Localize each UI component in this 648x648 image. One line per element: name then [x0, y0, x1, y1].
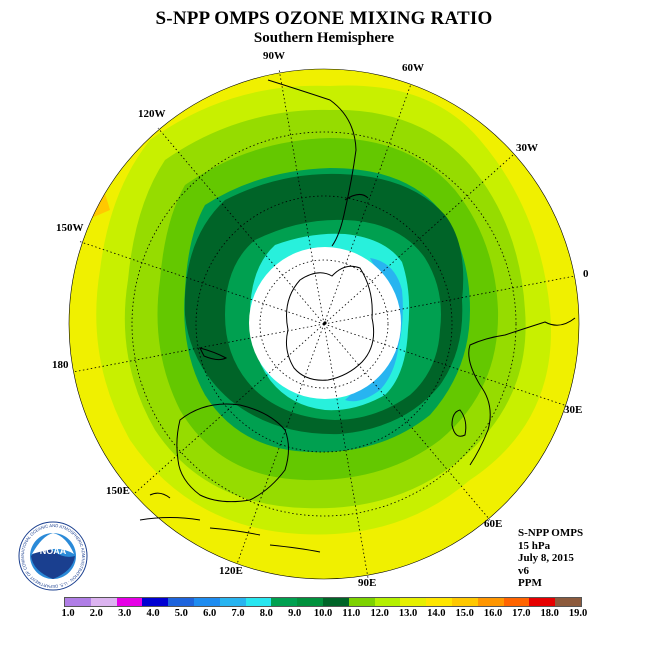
colorbar-tick-label: 12.0 [370, 608, 389, 619]
lon-label-150w: 150W [56, 222, 84, 234]
colorbar-swatch [271, 598, 298, 606]
coastlines [139, 79, 576, 553]
lon-label-180: 180 [52, 359, 69, 371]
lon-label-30w: 30W [516, 142, 538, 154]
colorbar-tick-label: 7.0 [231, 608, 245, 619]
lon-label-150e: 150E [106, 485, 130, 497]
info-units: PPM [518, 577, 542, 589]
colorbar-tick-label: 17.0 [512, 608, 531, 619]
colorbar-tick-label: 15.0 [455, 608, 474, 619]
info-date: July 8, 2015 [518, 552, 574, 564]
colorbar-swatch [477, 598, 504, 606]
colorbar-swatch [142, 598, 169, 606]
info-level: 15 hPa [518, 539, 551, 552]
colorbar-tick-label: 5.0 [174, 608, 188, 619]
colorbar-swatch [555, 598, 581, 606]
colorbar-swatch [116, 598, 143, 606]
colorbar-tick-label: 10.0 [313, 608, 333, 619]
colorbar-tick-label: 3.0 [118, 608, 132, 619]
colorbar-swatch [451, 598, 478, 606]
lon-label-90e: 90E [358, 577, 377, 589]
lon-label-0: 0 [583, 268, 589, 280]
colorbar-tick-label: 2.0 [89, 608, 103, 619]
colorbar-tick-label: 14.0 [427, 608, 446, 619]
info-box: S-NPP OMPS 15 hPa July 8, 2015 v6 PPM [518, 527, 583, 590]
colorbar-swatch [65, 598, 91, 606]
colorbar-swatch [90, 598, 117, 606]
lon-label-90w: 90W [263, 50, 285, 62]
lon-label-120w: 120W [138, 108, 166, 120]
lon-label-60e: 60E [484, 518, 503, 530]
lon-label-60w: 60W [402, 62, 424, 74]
map-border [68, 68, 580, 580]
map-title: S-NPP OMPS OZONE MIXING RATIO [155, 8, 493, 29]
colorbar-tick-label: 18.0 [540, 608, 559, 619]
map-subtitle: Southern Hemisphere [253, 30, 395, 46]
lon-label-120e: 120E [219, 565, 243, 577]
colorbar-tick-label: 9.0 [288, 608, 302, 619]
colorbar-tick-label: 19.0 [568, 608, 588, 619]
colorbar-swatch [348, 598, 375, 606]
colorbar-tick-label: 13.0 [398, 608, 418, 619]
info-version: v6 [518, 564, 529, 577]
info-instrument: S-NPP OMPS [518, 527, 584, 539]
graticule [72, 68, 576, 579]
noaa-logo-text: NOAA [40, 546, 67, 556]
colorbar-tick-label: 8.0 [259, 608, 273, 619]
lon-label-30e: 30E [564, 404, 583, 416]
colorbar-tick-label: 11.0 [342, 608, 361, 619]
colorbar-tick-label: 16.0 [483, 608, 503, 619]
colorbar-tick-label: 1.0 [61, 608, 75, 619]
colorbar-swatch [529, 598, 556, 606]
colorbar-swatch [219, 598, 246, 606]
colorbar-tick-label: 4.0 [146, 608, 160, 619]
colorbar-ticks: 1.0 2.0 3.0 4.0 5.0 6.0 7.0 8.0 9.0 10.0 11.0 12.0 1… [0, 608, 648, 622]
colorbar-swatch [400, 598, 427, 606]
colorbar [64, 597, 582, 607]
pole-dot [323, 321, 327, 325]
colorbar-swatch [245, 598, 272, 606]
colorbar-tick-label: 6.0 [203, 608, 217, 619]
colorbar-swatch [426, 598, 452, 606]
colorbar-swatch [374, 598, 401, 606]
colorbar-swatch [168, 598, 194, 606]
colorbar-swatch [297, 598, 323, 606]
noaa-logo: NATIONAL OCEANIC AND ATMOSPHERIC ADMINIS… [18, 521, 88, 591]
colorbar-swatch [322, 598, 349, 606]
colorbar-swatch [193, 598, 220, 606]
colorbar-swatch [503, 598, 530, 606]
